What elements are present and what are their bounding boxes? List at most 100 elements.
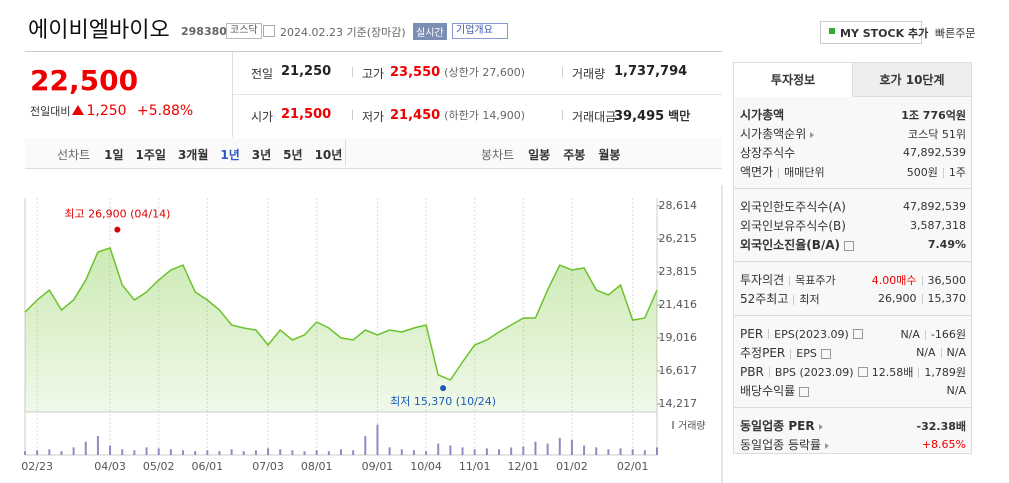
volume-bar [485, 448, 488, 455]
info-label: 액면가 매매단위 [740, 163, 825, 180]
period[interactable]: 5년 [283, 148, 303, 162]
separator [768, 329, 770, 339]
info-label: PBR BPS (2023.09) [740, 365, 868, 379]
stat-unit: 백만 [668, 109, 691, 123]
info-label: 시가총액순위 [740, 125, 815, 142]
info-row: 시가총액순위 코스닥 51위 [734, 124, 971, 143]
stat-divider [233, 94, 722, 95]
period[interactable]: 1년 [220, 148, 240, 162]
period[interactable]: 1일 [104, 148, 124, 162]
value-text: N/A [900, 327, 920, 341]
change: 1,250 [86, 103, 127, 119]
label-text: 배당수익률 [740, 384, 796, 398]
volume-bar [510, 447, 513, 455]
separator [921, 275, 923, 286]
value-text: 500원 [906, 165, 938, 179]
label-text: 목표주가 [795, 274, 836, 287]
tab[interactable]: 투자정보 [734, 63, 853, 97]
volume-bar [230, 449, 233, 455]
volume-bar [498, 449, 500, 455]
my-stock-button[interactable] [820, 21, 922, 44]
info-value: 47,892,539 [903, 200, 966, 213]
label-text: 외국인보유주식수(B) [740, 219, 846, 233]
tabs: 투자정보 호가 10단계 [734, 63, 971, 97]
date: 2024.02.23 기준(장마감) [280, 26, 406, 39]
volume-bar [522, 446, 525, 455]
volume-bar [182, 450, 184, 455]
realtime[interactable]: 실시간 [413, 23, 447, 40]
info-value: 12.58배 1,789원 [872, 364, 966, 380]
stock-name: 에이비엘바이오 [28, 18, 170, 43]
volume-bar [352, 450, 355, 455]
quick-order[interactable]: 빠른주문 [935, 27, 976, 40]
label-text: 동일업종 등락률 [740, 438, 822, 452]
stat-label: 고가 [362, 67, 385, 81]
info-row: 외국인한도주식수(A) 47,892,539 [734, 197, 971, 216]
stat-value-line: 23,550 (상한가 27,600) [390, 64, 525, 80]
label-text: 액면가 [740, 165, 774, 179]
separator [921, 294, 923, 304]
x-tick-label: 02/23 [21, 460, 53, 473]
x-tick-label: 05/02 [143, 460, 175, 473]
info-label: 배당수익률 [740, 382, 810, 399]
info-value: 500원 1주 [907, 164, 966, 180]
info-label: 외국인한도주식수(A) [740, 198, 846, 215]
info-row: 동일업종 등락률 +8.65% [734, 435, 971, 454]
label-text: 투자의견 [740, 273, 785, 287]
volume-bar [631, 449, 634, 455]
extreme-marker [114, 226, 121, 233]
label-text: 동일업종 PER [740, 419, 815, 433]
period[interactable]: 10년 [314, 148, 343, 162]
volume-bar [437, 443, 440, 455]
volume-bar [48, 449, 51, 455]
tab[interactable]: 호가 10단계 [853, 63, 971, 97]
stat-sep [352, 67, 353, 77]
info-value: 3,587,318 [910, 219, 966, 232]
volume-bar [242, 451, 245, 455]
volume-bar [388, 447, 391, 455]
stat-note: (하한가 14,900) [444, 109, 526, 122]
period[interactable]: 주봉 [563, 148, 586, 162]
label-text: BPS (2023.09) [774, 365, 854, 379]
info-row: PBR BPS (2023.09) 12.58배 1,789원 [734, 362, 971, 381]
volume-bar [218, 451, 221, 455]
info-value: 코스닥 51위 [908, 126, 966, 142]
period[interactable]: 월봉 [598, 148, 621, 162]
overview[interactable]: 기업개요 [452, 23, 508, 39]
info-label: 동일업종 PER [740, 417, 823, 434]
period-bar [25, 138, 722, 169]
stat-label: 거래대금 [572, 110, 617, 124]
info-row: 배당수익률 N/A [734, 381, 971, 400]
info-label: 시가총액 [740, 106, 784, 123]
info-value: 7.49% [928, 238, 966, 251]
value-text: 47,892,539 [903, 146, 966, 159]
info-value: 47,892,539 [903, 146, 966, 159]
info-label: 상장주식수 [740, 144, 795, 161]
separator [793, 294, 795, 305]
separator [940, 348, 942, 358]
stat-sep [562, 110, 563, 120]
volume-bar [206, 450, 209, 455]
info-label: 52주최고 최저 [740, 290, 820, 307]
up-icon [72, 105, 85, 115]
volume-bar [425, 451, 428, 455]
stat-sep [562, 67, 563, 77]
label-text: 추정PER [740, 346, 786, 360]
volume-bar [643, 450, 646, 455]
separator [942, 167, 944, 178]
period[interactable]: 일봉 [528, 148, 551, 162]
period[interactable]: 3년 [251, 148, 272, 162]
my-stock-text[interactable]: MY STOCK 추가 [840, 27, 929, 40]
volume-bar [473, 449, 476, 455]
period[interactable]: 1주일 [135, 148, 166, 162]
stat-value: 1,737,794 [614, 64, 688, 79]
value-text: 15,370 [927, 292, 967, 305]
info-row: 외국인보유주식수(B) 3,587,318 [734, 216, 971, 235]
price-area [25, 248, 657, 412]
volume-bar [157, 448, 160, 455]
x-tick-label: 04/03 [94, 460, 126, 473]
period[interactable]: 3개월 [177, 148, 209, 162]
x-tick-label: 11/01 [459, 460, 491, 473]
label-text: EPS(2023.09) [774, 327, 849, 341]
x-tick-label: 12/01 [507, 460, 539, 473]
